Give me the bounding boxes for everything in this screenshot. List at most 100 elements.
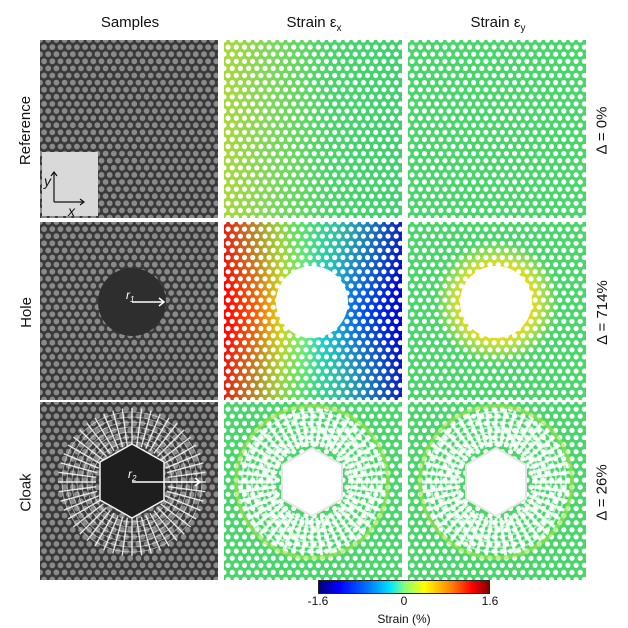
lattice-hole xyxy=(479,40,485,43)
lattice-hole xyxy=(319,247,325,253)
lattice-hole xyxy=(192,93,199,100)
lattice-hole xyxy=(417,340,423,346)
lattice-hole xyxy=(483,240,489,246)
lattice-hole xyxy=(565,382,571,388)
lattice-hole xyxy=(389,143,395,150)
lattice-hole xyxy=(442,58,448,64)
lattice-hole xyxy=(176,318,183,325)
lattice-hole xyxy=(184,569,191,576)
lattice-hole xyxy=(393,247,399,253)
lattice-hole xyxy=(98,420,105,427)
lattice-hole xyxy=(381,354,387,360)
lattice-hole xyxy=(520,402,526,405)
lattice-hole xyxy=(45,93,52,100)
lattice-hole xyxy=(250,214,256,218)
lattice-hole xyxy=(106,200,113,207)
lattice-hole xyxy=(270,361,276,367)
lattice-hole xyxy=(180,44,187,50)
lattice-hole xyxy=(86,541,93,547)
lattice-hole xyxy=(82,534,88,540)
lattice-hole xyxy=(254,347,260,353)
lattice-hole xyxy=(197,58,203,65)
lattice-hole xyxy=(352,122,358,128)
lattice-hole xyxy=(352,247,358,253)
lattice-hole xyxy=(408,262,411,268)
lattice-hole xyxy=(156,268,162,275)
lattice-hole xyxy=(565,254,571,261)
lattice-hole xyxy=(360,276,366,282)
lattice-hole xyxy=(434,226,440,232)
lattice-hole xyxy=(385,569,391,575)
lattice-hole xyxy=(340,226,346,232)
lattice-hole xyxy=(557,269,563,275)
lattice-hole xyxy=(172,240,179,247)
lattice-hole xyxy=(282,87,289,93)
lattice-hole xyxy=(270,304,276,310)
lattice-hole xyxy=(503,402,509,405)
lattice-hole xyxy=(540,283,546,289)
lattice-hole xyxy=(434,254,440,261)
lattice-hole xyxy=(201,318,207,325)
lattice-hole xyxy=(160,207,166,214)
lattice-hole xyxy=(176,275,183,282)
lattice-hole xyxy=(74,420,80,427)
lattice-hole xyxy=(307,214,313,218)
lattice-hole xyxy=(397,186,402,192)
lattice-hole xyxy=(340,129,346,135)
lattice-hole xyxy=(377,65,383,71)
lattice-hole xyxy=(40,247,43,254)
lattice-hole xyxy=(389,115,395,121)
lattice-hole xyxy=(229,179,235,185)
lattice-hole xyxy=(74,519,80,526)
axis-y-label: y xyxy=(43,173,52,189)
lattice-hole xyxy=(356,283,362,289)
lattice-hole xyxy=(369,122,375,128)
lattice-hole xyxy=(377,527,383,533)
lattice-hole xyxy=(53,569,60,576)
lattice-hole xyxy=(299,354,305,360)
lattice-hole xyxy=(262,80,268,86)
lattice-hole xyxy=(417,101,423,107)
lattice-hole xyxy=(82,240,88,247)
lattice-hole xyxy=(217,291,218,295)
lattice-hole xyxy=(119,164,125,171)
lattice-hole xyxy=(328,65,334,71)
lattice-hole xyxy=(270,375,276,381)
lattice-hole xyxy=(274,354,280,360)
lattice-hole xyxy=(303,347,309,353)
lattice-hole xyxy=(348,186,354,192)
row-label-text: Hole xyxy=(17,296,35,328)
lattice-hole xyxy=(172,354,179,360)
lattice-hole xyxy=(74,562,80,569)
lattice-hole xyxy=(311,51,317,57)
lattice-hole xyxy=(160,402,166,405)
lattice-hole xyxy=(348,58,354,64)
lattice-hole xyxy=(520,333,526,339)
lattice-hole xyxy=(328,333,334,339)
lattice-hole xyxy=(295,151,301,157)
lattice-hole xyxy=(577,318,583,324)
lattice-hole xyxy=(164,406,170,412)
lattice-hole xyxy=(147,200,154,207)
lattice-hole xyxy=(90,339,97,346)
lattice-hole xyxy=(65,129,72,136)
lattice-hole xyxy=(311,247,317,253)
lattice-hole xyxy=(110,555,117,562)
lattice-hole xyxy=(553,290,559,296)
lattice-hole xyxy=(176,93,183,100)
lattice-hole xyxy=(475,382,481,388)
lattice-hole xyxy=(356,576,362,580)
lattice-hole xyxy=(69,361,76,367)
lattice-hole xyxy=(205,101,212,107)
lattice-hole xyxy=(557,354,563,360)
lattice-hole xyxy=(553,333,559,339)
lattice-hole xyxy=(225,58,231,64)
lattice-hole xyxy=(127,40,134,43)
lattice-hole xyxy=(417,382,423,388)
lattice-hole xyxy=(57,268,64,275)
lattice-hole xyxy=(135,222,142,225)
lattice-hole xyxy=(385,207,391,213)
lattice-hole xyxy=(581,115,586,121)
lattice-hole xyxy=(86,65,93,72)
lattice-hole xyxy=(442,254,448,261)
